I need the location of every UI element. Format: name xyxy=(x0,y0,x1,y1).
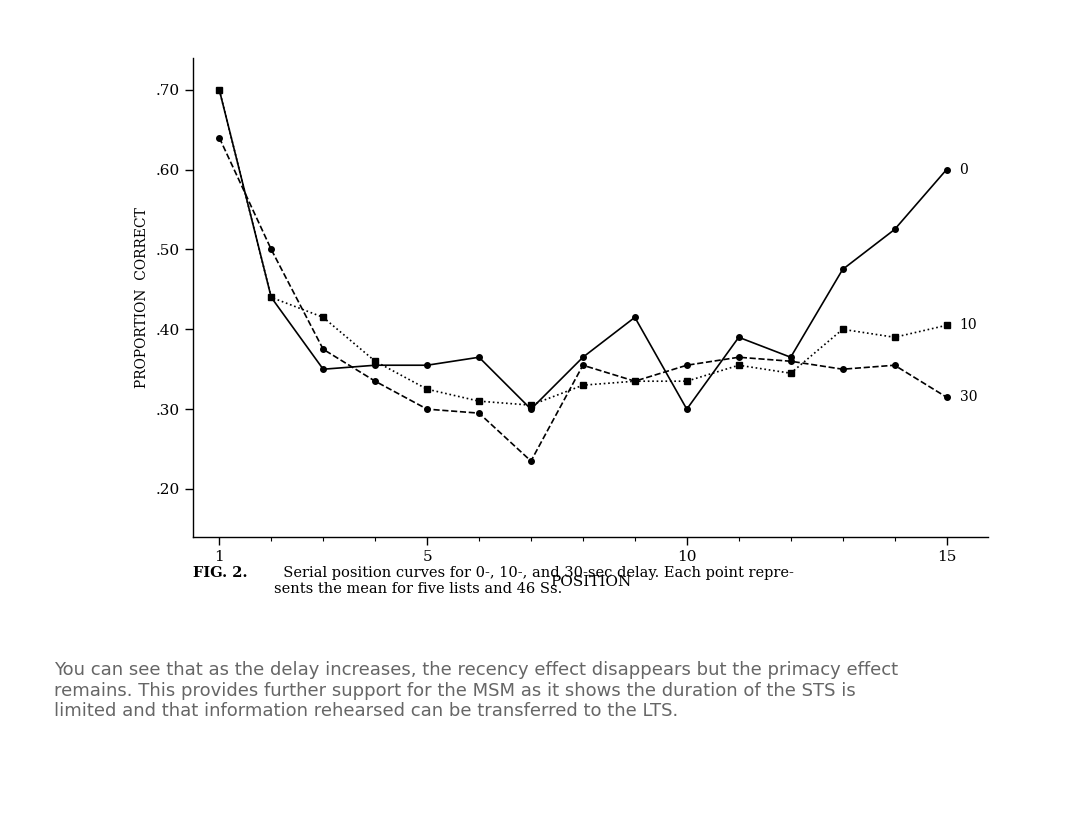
X-axis label: POSITION: POSITION xyxy=(550,575,632,589)
Text: 30: 30 xyxy=(959,390,977,404)
Text: Serial position curves for 0-, 10-, and 30-sec delay. Each point repre-
sents th: Serial position curves for 0-, 10-, and … xyxy=(274,566,794,596)
Text: 0: 0 xyxy=(959,163,969,177)
Text: You can see that as the delay increases, the recency effect disappears but the p: You can see that as the delay increases,… xyxy=(54,661,898,720)
Text: 10: 10 xyxy=(959,318,977,332)
Text: FIG. 2.: FIG. 2. xyxy=(193,566,248,580)
Y-axis label: PROPORTION  CORRECT: PROPORTION CORRECT xyxy=(135,207,149,387)
